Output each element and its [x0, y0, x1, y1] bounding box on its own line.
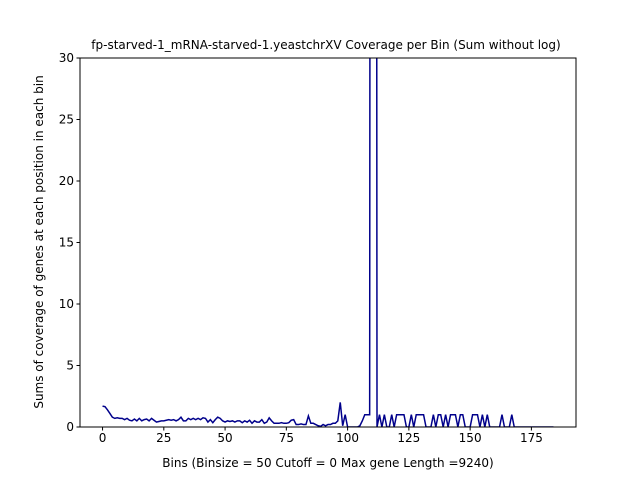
axes-frame: [79, 57, 577, 428]
x-tick-label: 125: [397, 431, 420, 445]
x-tick-label: 25: [156, 431, 171, 445]
data-line: [102, 58, 554, 427]
y-tick-label: 20: [59, 174, 74, 188]
x-tick-label: 150: [459, 431, 482, 445]
x-tick-label: 50: [217, 431, 232, 445]
x-tick-label: 75: [279, 431, 294, 445]
x-axis-label: Bins (Binsize = 50 Cutoff = 0 Max gene L…: [162, 456, 493, 470]
y-tick-label: 15: [59, 236, 74, 250]
y-tick-label: 0: [66, 420, 74, 434]
x-tick-label: 0: [99, 431, 107, 445]
y-tick-label: 25: [59, 113, 74, 127]
y-axis-label: Sums of coverage of genes at each positi…: [32, 75, 46, 408]
y-tick-label: 10: [59, 297, 74, 311]
plot-area: [102, 58, 554, 427]
x-tick-label: 100: [336, 431, 359, 445]
chart-title: fp-starved-1_mRNA-starved-1.yeastchrXV C…: [91, 38, 560, 52]
y-tick-label: 30: [59, 51, 74, 65]
x-tick-label: 175: [520, 431, 543, 445]
y-tick-label: 5: [66, 359, 74, 373]
